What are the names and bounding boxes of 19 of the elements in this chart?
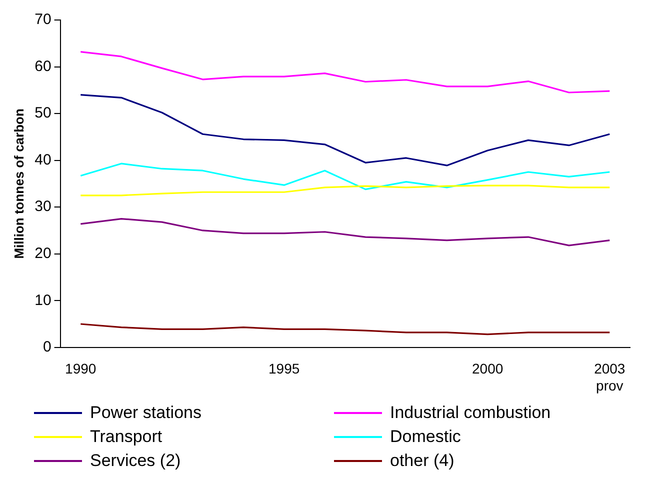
y-tick-label: 50 [34,104,52,122]
y-axis-title: Million tonnes of carbon [11,108,26,259]
y-tick-label: 70 [34,11,52,28]
y-tick-label: 10 [34,292,52,309]
y-tick-label: 40 [34,151,52,168]
legend-label: Industrial combustion [390,403,551,423]
y-tick-label: 20 [34,245,52,262]
x-tick-label: 1995 [268,360,300,377]
y-tick-label: 0 [42,338,52,356]
x-tick-label: 2000 [472,360,504,377]
x-tick-label: 1990 [65,360,96,377]
legend-label: Services (2) [90,451,181,471]
x-tick-label: 2003 prov [594,360,626,394]
legend-label: Power stations [90,403,202,423]
y-tick-label: 60 [34,58,52,75]
legend-label: Transport [90,427,162,447]
legend-label: Domestic [390,427,461,447]
y-tick-label: 30 [34,198,52,216]
legend-label: other (4) [390,451,454,471]
